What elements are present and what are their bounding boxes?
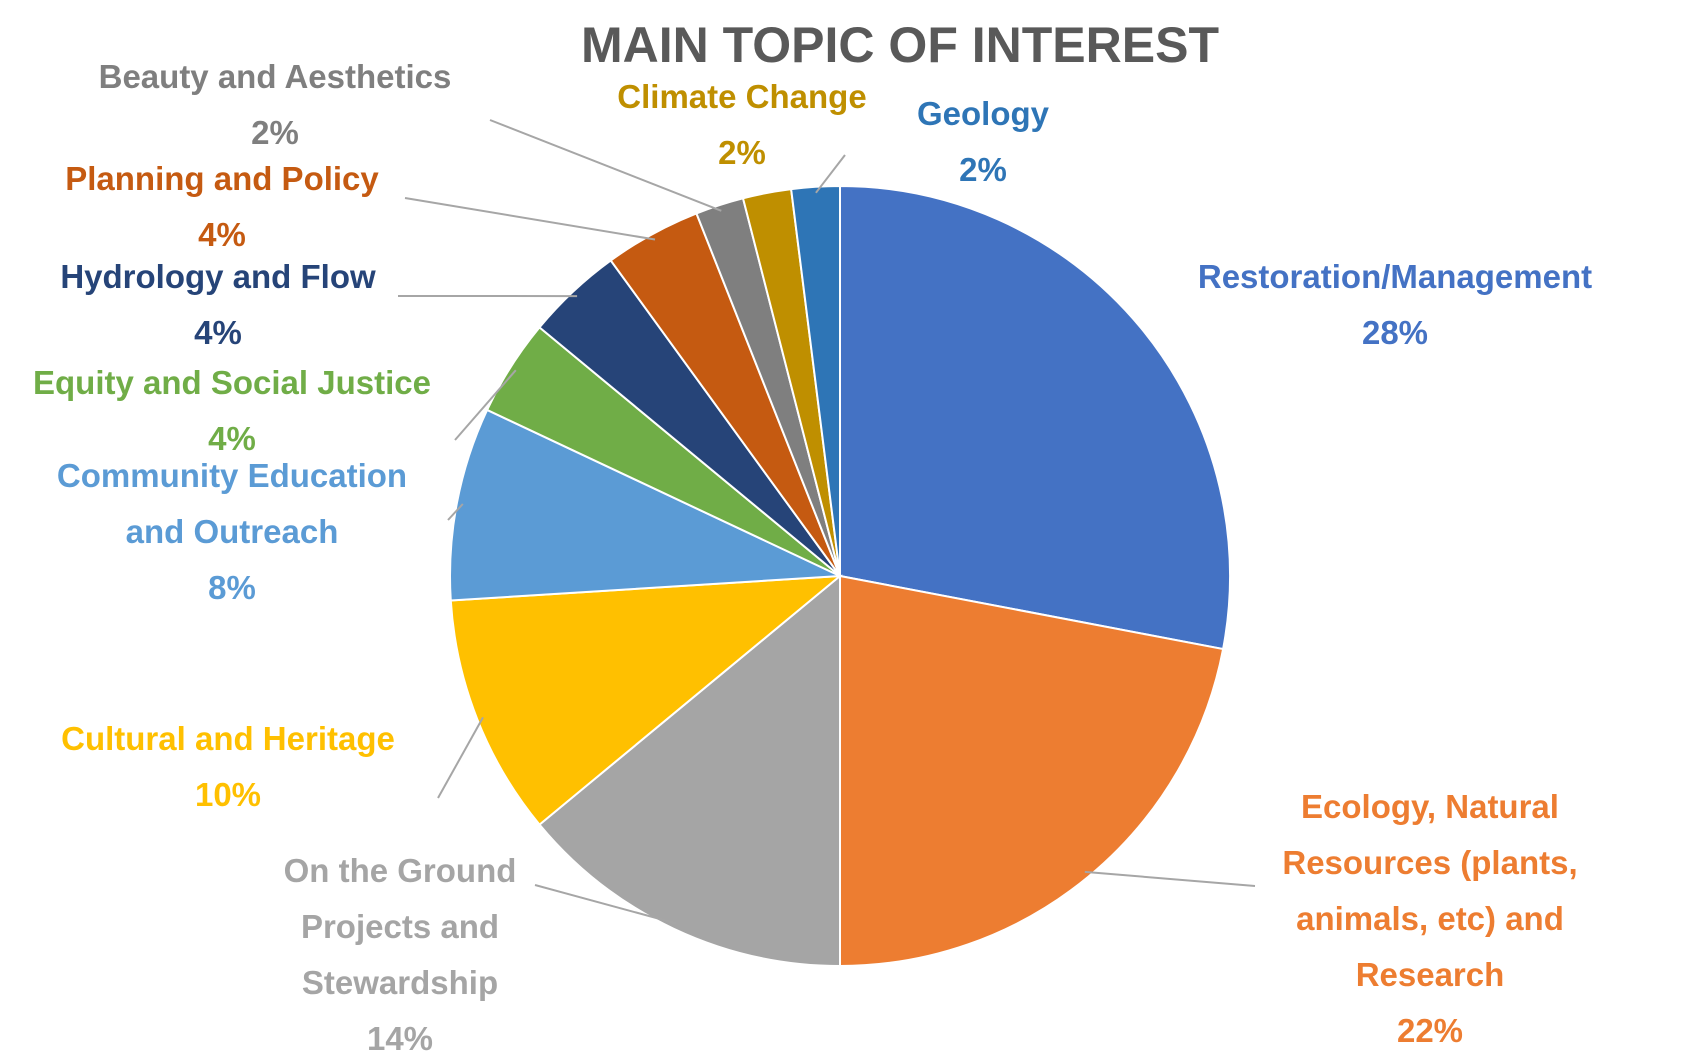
slice-label-line: Projects and — [301, 908, 499, 945]
slice-percent: 14% — [367, 1020, 433, 1055]
leader-line — [447, 503, 464, 521]
slice-label: Beauty and Aesthetics 2% — [99, 58, 452, 151]
pie-slice — [538, 573, 841, 968]
slice-percent: 4% — [194, 314, 242, 351]
slice-label-line: Resources (plants, — [1282, 844, 1577, 881]
slice-label-line: animals, etc) and — [1296, 900, 1564, 937]
pie-slice — [839, 184, 1231, 651]
leader-line — [1084, 870, 1256, 887]
slice-label: Restoration/Management 28% — [1198, 258, 1592, 351]
slice-label-line: Research — [1356, 956, 1505, 993]
leader-line — [534, 884, 677, 925]
slice-label-line: Geology — [917, 95, 1050, 132]
slice-label-line: Cultural and Heritage — [61, 720, 395, 757]
slice-label-line: Community Education — [57, 457, 407, 494]
leader-line — [489, 119, 722, 212]
leader-line — [437, 716, 484, 799]
slice-label-line: Hydrology and Flow — [60, 258, 376, 295]
slice-label: On the Ground Projects and Stewardship 14% — [284, 852, 517, 1055]
pie-slice — [790, 184, 841, 577]
slice-label: Cultural and Heritage 10% — [61, 720, 395, 813]
slice-percent: 4% — [208, 420, 256, 457]
slice-labels: Restoration/Management 28% Ecology, Natura… — [33, 58, 1592, 1055]
slice-label: Hydrology and Flow 4% — [60, 258, 376, 351]
slice-label-line: Restoration/Management — [1198, 258, 1592, 295]
slice-percent: 8% — [208, 569, 256, 606]
chart-title: MAIN TOPIC OF INTEREST — [581, 17, 1219, 73]
slice-label-line: Stewardship — [302, 964, 498, 1001]
slice-label-line: Beauty and Aesthetics — [99, 58, 452, 95]
pie-slice — [449, 408, 841, 602]
slice-percent: 2% — [959, 151, 1007, 188]
leader-line — [404, 197, 656, 241]
slice-label-line: Climate Change — [617, 78, 866, 115]
slice-label: Equity and Social Justice 4% — [33, 364, 431, 457]
slice-percent: 10% — [195, 776, 261, 813]
slice-label-line: Planning and Policy — [65, 160, 379, 197]
leader-lines — [397, 119, 1256, 925]
slice-percent: 2% — [718, 134, 766, 171]
pie-slice — [839, 574, 1225, 968]
slice-label-line: and Outreach — [126, 513, 339, 550]
leader-line — [454, 369, 517, 441]
slice-label: Climate Change 2% — [617, 78, 866, 171]
leader-line — [815, 154, 846, 194]
pie-slice — [449, 574, 844, 827]
slice-label-line: Equity and Social Justice — [33, 364, 431, 401]
slice-label: Community Education and Outreach 8% — [57, 457, 407, 606]
slice-percent: 28% — [1362, 314, 1428, 351]
slice-percent: 2% — [251, 114, 299, 151]
slice-label: Ecology, Natural Resources (plants, animal… — [1282, 788, 1577, 1049]
pie-slices — [449, 184, 1231, 968]
slice-label-line: On the Ground — [284, 852, 517, 889]
slice-percent: 4% — [198, 216, 246, 253]
slice-percent: 22% — [1397, 1012, 1463, 1049]
slice-label: Geology 2% — [917, 95, 1050, 188]
slice-label: Planning and Policy 4% — [65, 160, 379, 253]
slice-label-line: Ecology, Natural — [1301, 788, 1559, 825]
